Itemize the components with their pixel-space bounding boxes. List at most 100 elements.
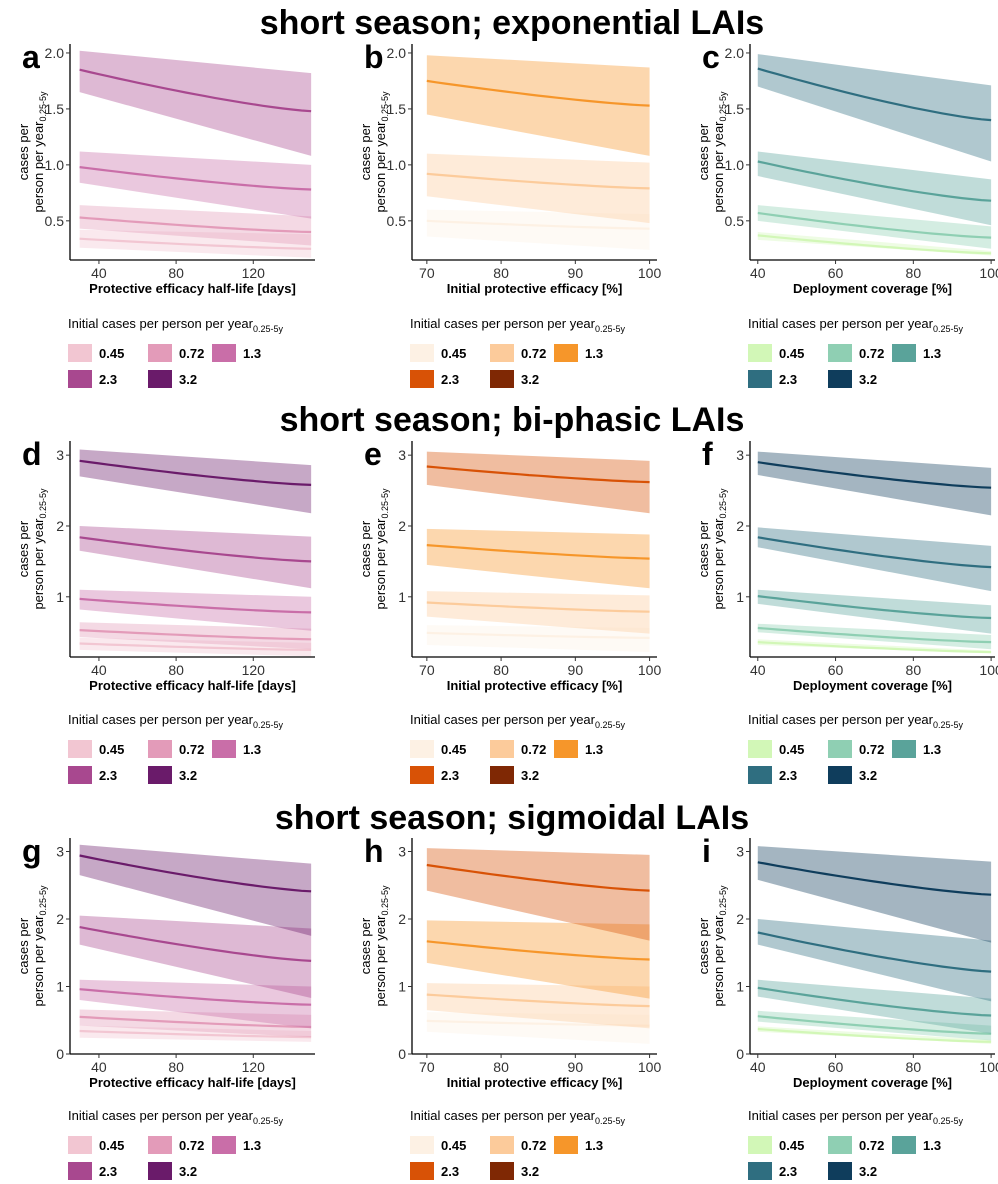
legend-swatch: [892, 1136, 916, 1154]
legend-item-label: 3.2: [521, 1164, 539, 1179]
legend-swatch: [410, 344, 434, 362]
y-axis-label: cases perperson per year0.25-5y: [696, 91, 728, 213]
series-line: [79, 68, 312, 113]
x-axis-label: Deployment coverage [%]: [793, 678, 952, 693]
y-tick-label: 0.5: [387, 213, 407, 229]
y-tick-label: 1.0: [725, 157, 745, 173]
legend-title: Initial cases per person per year0.25-5y: [748, 1108, 964, 1126]
x-tick-label: 120: [242, 1059, 266, 1075]
series-line: [757, 861, 992, 896]
legend-swatch: [148, 370, 172, 388]
x-axis-label: Deployment coverage [%]: [793, 281, 952, 296]
x-tick-label: 90: [568, 662, 584, 678]
confidence-band: [757, 919, 992, 1002]
series-line: [79, 642, 312, 651]
confidence-band: [426, 153, 650, 224]
legend: Initial cases per person per year0.25-5y…: [410, 1108, 626, 1180]
legend-swatch: [68, 1162, 92, 1180]
panel-letter: g: [22, 833, 42, 869]
series-line: [426, 544, 650, 560]
series-line: [79, 854, 312, 893]
series-line: [757, 160, 992, 202]
legend: Initial cases per person per year0.25-5y…: [748, 1108, 964, 1180]
confidence-band: [426, 920, 650, 999]
legend-item-label: 2.3: [779, 1164, 797, 1179]
x-tick-label: 40: [750, 662, 766, 678]
x-tick-label: 80: [493, 662, 509, 678]
y-axis-label: cases perperson per year0.25-5y: [358, 91, 390, 213]
y-tick-label: 3: [56, 447, 64, 463]
legend-item-label: 1.3: [923, 742, 941, 757]
legend-swatch: [490, 766, 514, 784]
legend-item-label: 3.2: [179, 372, 197, 387]
legend-item-label: 0.45: [99, 1138, 124, 1153]
y-tick-label: 1.5: [45, 101, 65, 117]
legend-item-label: 0.45: [441, 742, 466, 757]
legend-swatch: [490, 1162, 514, 1180]
series-line: [79, 216, 312, 234]
confidence-band: [426, 848, 650, 941]
legend-title: Initial cases per person per year0.25-5y: [68, 1108, 284, 1126]
x-tick-label: 60: [828, 265, 844, 281]
series-line: [79, 1029, 312, 1039]
y-tick-label: 2.0: [387, 45, 407, 61]
legend-item-label: 1.3: [585, 1138, 603, 1153]
legend-item-label: 1.3: [923, 1138, 941, 1153]
panel-letter: c: [702, 39, 720, 75]
y-tick-label: 0: [56, 1046, 64, 1062]
series-line: [757, 1027, 992, 1043]
confidence-band: [757, 979, 992, 1034]
legend-title: Initial cases per person per year0.25-5y: [68, 316, 284, 334]
legend-item-label: 0.72: [859, 1138, 884, 1153]
legend: Initial cases per person per year0.25-5y…: [68, 1108, 284, 1180]
legend-item-label: 1.3: [243, 742, 261, 757]
legend-swatch: [748, 370, 772, 388]
y-tick-label: 2.0: [725, 45, 745, 61]
confidence-band: [426, 983, 650, 1029]
y-tick-label: 1: [736, 979, 744, 995]
y-tick-label: 2: [398, 518, 406, 534]
series-line: [757, 536, 992, 569]
panel-letter: f: [702, 436, 713, 472]
y-tick-label: 3: [736, 844, 744, 860]
x-tick-label: 70: [419, 265, 435, 281]
legend: Initial cases per person per year0.25-5y…: [748, 316, 964, 388]
x-tick-label: 80: [906, 662, 922, 678]
legend-item-label: 3.2: [859, 768, 877, 783]
legend-swatch: [148, 766, 172, 784]
legend-swatch: [410, 370, 434, 388]
legend-item-label: 0.72: [521, 742, 546, 757]
legend-title: Initial cases per person per year0.25-5y: [748, 712, 964, 730]
legend-item-label: 2.3: [779, 372, 797, 387]
x-tick-label: 100: [638, 265, 662, 281]
x-tick-label: 80: [168, 265, 184, 281]
y-tick-label: 3: [398, 447, 406, 463]
legend-item-label: 1.3: [585, 742, 603, 757]
x-tick-label: 40: [750, 1059, 766, 1075]
x-tick-label: 100: [638, 662, 662, 678]
panel-letter: h: [364, 833, 384, 869]
series-line: [426, 940, 650, 961]
legend-swatch: [748, 1162, 772, 1180]
y-tick-label: 1.0: [387, 157, 407, 173]
y-tick-label: 3: [56, 844, 64, 860]
panel-f: f 1 2 3 40 60 80 100 Deployment coverage [%] case…: [696, 436, 998, 784]
x-tick-label: 80: [168, 662, 184, 678]
confidence-band: [426, 528, 650, 589]
legend-item-label: 0.72: [521, 346, 546, 361]
series-line: [757, 986, 992, 1017]
y-tick-label: 0: [736, 1046, 744, 1062]
confidence-band: [79, 151, 312, 219]
series-line: [426, 631, 650, 639]
x-axis-label: Initial protective efficacy [%]: [447, 678, 623, 693]
confidence-band: [426, 625, 650, 653]
legend: Initial cases per person per year0.25-5y…: [748, 712, 964, 784]
legend-swatch: [212, 344, 236, 362]
confidence-band: [79, 449, 312, 514]
legend-title: Initial cases per person per year0.25-5y: [748, 316, 964, 334]
legend-item-label: 0.72: [859, 742, 884, 757]
legend-swatch: [68, 1136, 92, 1154]
